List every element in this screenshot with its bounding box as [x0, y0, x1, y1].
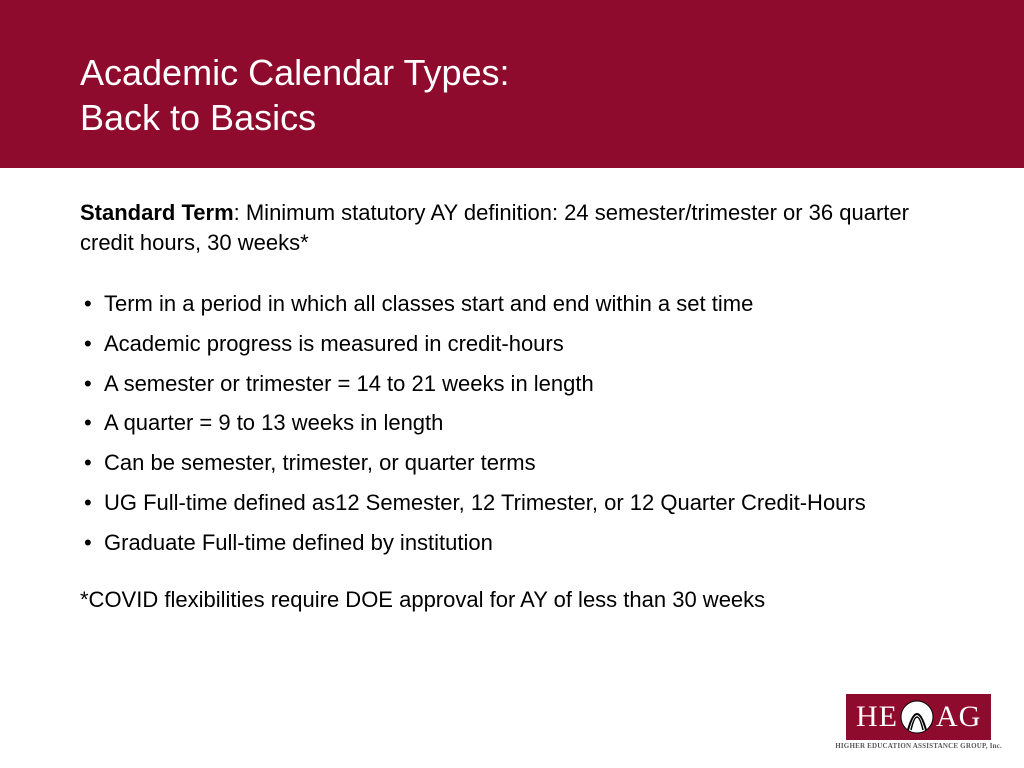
slide-content: Standard Term: Minimum statutory AY defi…: [0, 168, 1024, 615]
list-item: Term in a period in which all classes st…: [80, 289, 944, 319]
header-line2: Back to Basics: [80, 95, 1024, 140]
logo-box: HE AG: [846, 694, 991, 740]
list-item: UG Full-time defined as12 Semester, 12 T…: [80, 488, 944, 518]
arch-icon: [900, 700, 934, 734]
bullet-list: Term in a period in which all classes st…: [80, 289, 944, 557]
slide-header: Academic Calendar Types: Back to Basics: [0, 0, 1024, 168]
intro-bold-label: Standard Term: [80, 200, 234, 225]
list-item: Graduate Full-time defined by institutio…: [80, 528, 944, 558]
list-item: Can be semester, trimester, or quarter t…: [80, 448, 944, 478]
list-item: A semester or trimester = 14 to 21 weeks…: [80, 369, 944, 399]
list-item: Academic progress is measured in credit-…: [80, 329, 944, 359]
footnote: *COVID flexibilities require DOE approva…: [80, 585, 944, 615]
logo-right-text: AG: [936, 700, 981, 734]
intro-paragraph: Standard Term: Minimum statutory AY defi…: [80, 198, 944, 257]
list-item: A quarter = 9 to 13 weeks in length: [80, 408, 944, 438]
logo-left-text: HE: [856, 700, 898, 734]
logo-subtitle: HIGHER EDUCATION ASSISTANCE GROUP, Inc.: [835, 742, 1002, 750]
heag-logo: HE AG HIGHER EDUCATION ASSISTANCE GROUP,…: [835, 694, 1002, 750]
header-line1: Academic Calendar Types:: [80, 50, 1024, 95]
